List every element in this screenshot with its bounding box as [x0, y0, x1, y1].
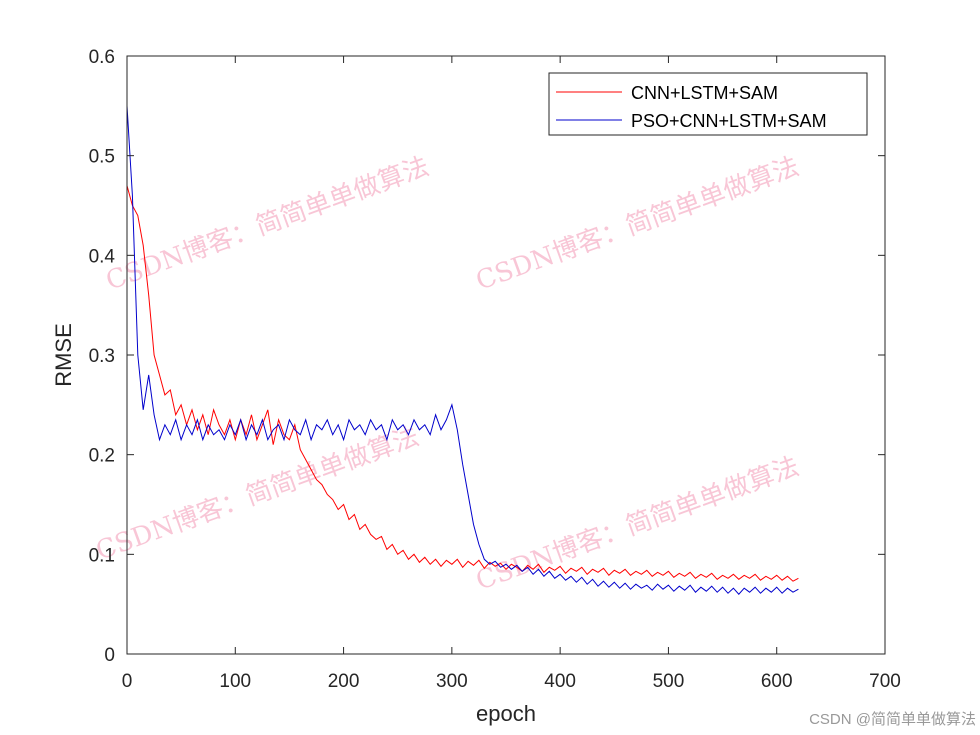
y-tick-label: 0.2: [89, 446, 115, 467]
x-axis-label: epoch: [476, 701, 536, 726]
y-tick-label: 0.3: [89, 346, 115, 367]
y-tick-label: 0.6: [89, 47, 115, 68]
x-tick-label: 300: [436, 671, 468, 692]
x-tick-label: 400: [544, 671, 576, 692]
series-line-1: [126, 105, 799, 595]
watermark-text: CSDN博客：简简单单做算法: [472, 452, 803, 597]
y-tick-label: 0: [104, 645, 115, 666]
legend-label-pso-cnn-lstm-sam: PSO+CNN+LSTM+SAM: [631, 111, 827, 131]
watermark-text: CSDN博客：简简单单做算法: [92, 422, 423, 567]
x-tick-label: 100: [219, 671, 251, 692]
watermark-text: CSDN博客：简简单单做算法: [472, 152, 803, 297]
x-tick-label: 700: [869, 671, 901, 692]
footer-credit: CSDN @简简单单做算法: [809, 711, 976, 728]
watermark-layer: CSDN博客：简简单单做算法 CSDN博客：简简单单做算法 CSDN博客：简简单单做…: [92, 152, 803, 597]
series-lines: [126, 105, 799, 595]
y-tick-label: 0.5: [89, 147, 115, 168]
x-tick-label: 500: [653, 671, 685, 692]
legend-box: [548, 72, 868, 136]
y-tick-label: 0.4: [89, 246, 116, 267]
x-tick-label: 0: [122, 671, 133, 692]
legend: CNN+LSTM+SAM PSO+CNN+LSTM+SAM: [548, 72, 868, 136]
series-line-0: [126, 185, 799, 582]
x-tick-label: 600: [761, 671, 793, 692]
y-axis-label: RMSE: [51, 323, 76, 387]
watermark-text: CSDN博客：简简单单做算法: [102, 152, 433, 297]
legend-label-cnn-lstm-sam: CNN+LSTM+SAM: [631, 83, 778, 103]
axis-ticks: 0 100 200 300 400 500 600 700 0 0.1 0.2 0.3 0.4 0.5 0.…: [89, 47, 901, 692]
y-tick-label: 0.1: [89, 545, 115, 566]
x-tick-label: 200: [328, 671, 360, 692]
